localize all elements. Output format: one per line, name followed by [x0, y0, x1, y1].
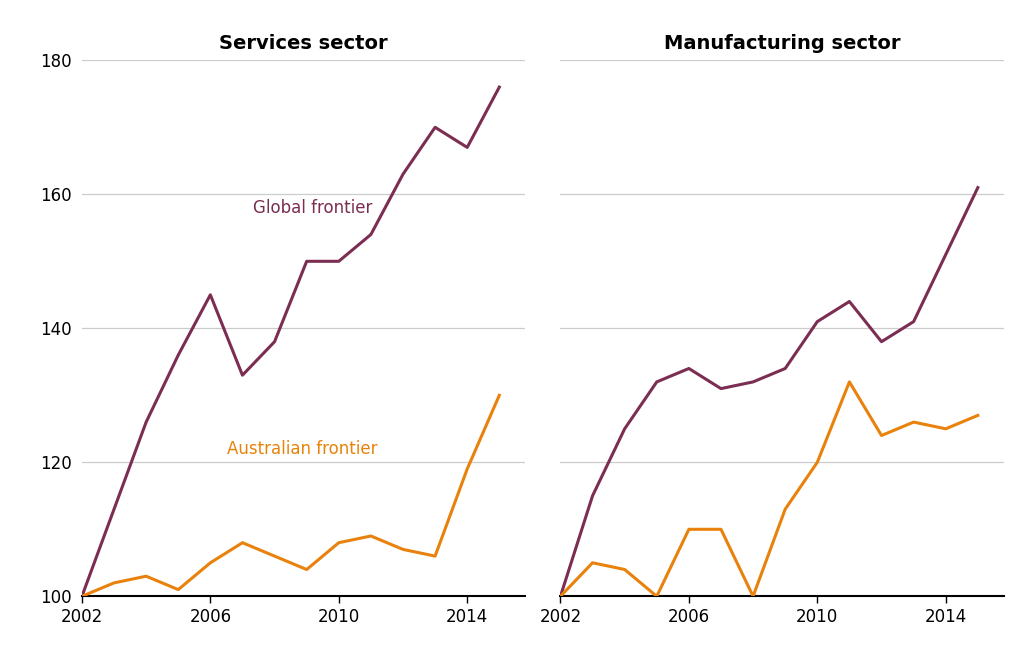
Title: Services sector: Services sector	[219, 34, 388, 53]
Text: Australian frontier: Australian frontier	[226, 440, 377, 458]
Title: Manufacturing sector: Manufacturing sector	[664, 34, 900, 53]
Text: Global frontier: Global frontier	[253, 199, 373, 216]
